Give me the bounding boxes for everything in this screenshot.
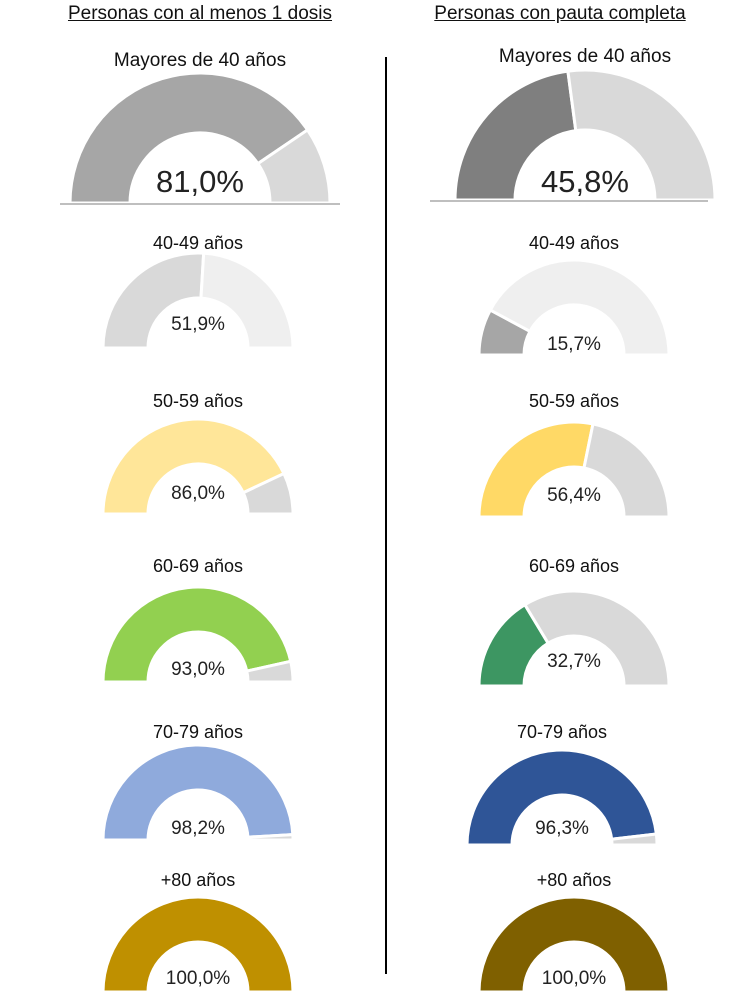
gauge-value-label: 32,7% — [547, 651, 601, 672]
gauge-6: 50-59 años 56,4% — [477, 391, 671, 519]
gauge-value-label: 93,0% — [171, 659, 225, 680]
gauge-value-arc — [68, 71, 310, 205]
gauge-remaining-arc — [245, 659, 295, 684]
gauge-value-label: 15,7% — [547, 334, 601, 355]
gauge-value-label: 81,0% — [156, 164, 244, 199]
gauge-title: 40-49 años — [529, 233, 619, 253]
gauge-value-arc — [477, 420, 595, 519]
gauge-value-arc — [101, 251, 206, 350]
gauge-value-arc — [101, 895, 295, 994]
gauge-value-label: 100,0% — [542, 968, 607, 989]
gauge-remaining-arc — [199, 251, 295, 350]
gauge-remaining-arc — [609, 832, 659, 847]
gauge-value-arc — [101, 417, 286, 516]
gauge-9: 70-79 años 98,2% — [101, 722, 295, 842]
gauge-title: 50-59 años — [153, 391, 243, 411]
gauge-title: +80 años — [537, 870, 612, 890]
header-full-schedule: Personas con pauta completa — [434, 3, 686, 24]
gauge-value-arc — [465, 748, 659, 847]
gauge-title: 70-79 años — [517, 722, 607, 742]
gauge-value-arc — [101, 585, 293, 684]
gauge-5: 50-59 años 86,0% — [101, 391, 295, 516]
gauge-title: 70-79 años — [153, 722, 243, 742]
gauge-value-arc — [101, 743, 295, 842]
gauge-8: 60-69 años 32,7% — [477, 556, 671, 688]
gauge-value-arc — [453, 69, 578, 202]
gauge-title: +80 años — [161, 870, 236, 890]
gauge-title: 60-69 años — [153, 556, 243, 576]
gauge-title: 50-59 años — [529, 391, 619, 411]
gauge-11: +80 años 100,0% — [101, 870, 295, 994]
gauge-remaining-arc — [522, 589, 671, 688]
gauge-2: Mayores de 40 años 45,8% — [430, 46, 717, 202]
gauge-value-label: 96,3% — [535, 818, 589, 839]
column-divider — [385, 57, 387, 974]
gauge-title: 40-49 años — [153, 233, 243, 253]
gauge-10: 70-79 años 96,3% — [465, 722, 659, 847]
gauge-value-arc — [477, 895, 671, 994]
gauge-remaining-arc — [582, 422, 671, 519]
gauge-value-label: 56,4% — [547, 485, 601, 506]
gauge-title: 60-69 años — [529, 556, 619, 576]
gauge-title: Mayores de 40 años — [114, 50, 286, 71]
gauge-12: +80 años 100,0% — [477, 870, 671, 994]
gauge-value-label: 51,9% — [171, 314, 225, 335]
gauge-remaining-arc — [488, 258, 671, 357]
gauge-remaining-arc — [566, 68, 717, 202]
gauge-remaining-arc — [246, 833, 295, 842]
gauge-value-label: 98,2% — [171, 818, 225, 839]
gauge-title: Mayores de 40 años — [499, 46, 671, 67]
gauge-3: 40-49 años 51,9% — [101, 233, 295, 350]
gauge-value-label: 45,8% — [541, 164, 629, 199]
header-first-dose: Personas con al menos 1 dosis — [67, 3, 333, 24]
gauge-remaining-arc — [255, 127, 332, 205]
gauge-4: 40-49 años 15,7% — [477, 233, 671, 357]
gauge-7: 60-69 años 93,0% — [101, 556, 295, 684]
gauge-value-label: 100,0% — [166, 968, 231, 989]
gauge-remaining-arc — [241, 471, 295, 516]
gauge-1: Mayores de 40 años 81,0% — [60, 50, 340, 205]
gauge-value-label: 86,0% — [171, 483, 225, 504]
